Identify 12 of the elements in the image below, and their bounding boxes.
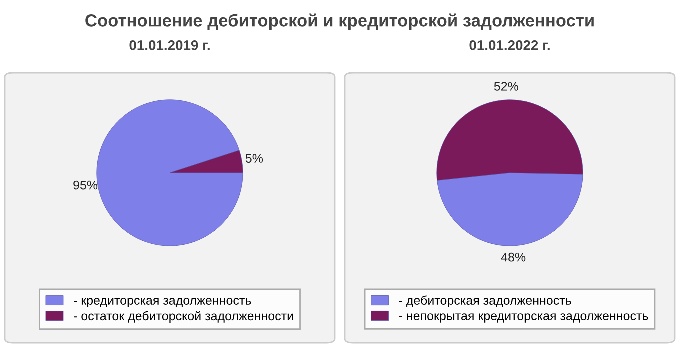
data-label: 52%: [494, 82, 518, 91]
text: Соотношение дебиторской и кредиторской задолженности: [86, 14, 594, 30]
chart-title: 01.01.2022 г.: [470, 40, 550, 50]
legend-label: - кредиторская задолженность: [74, 298, 252, 308]
legend-label: - остаток дебиторской задолженности: [74, 311, 294, 324]
data-label: 48%: [501, 252, 526, 262]
legend-label: - непокрытая кредиторская задолженность: [399, 314, 648, 323]
data-label: 5%: [246, 154, 264, 163]
pie-slice: [96, 100, 244, 246]
data-label: 95%: [74, 180, 98, 190]
legend-label: - дебиторская задолженность: [399, 296, 572, 308]
chart-title: 01.01.2019 г.: [130, 40, 210, 50]
